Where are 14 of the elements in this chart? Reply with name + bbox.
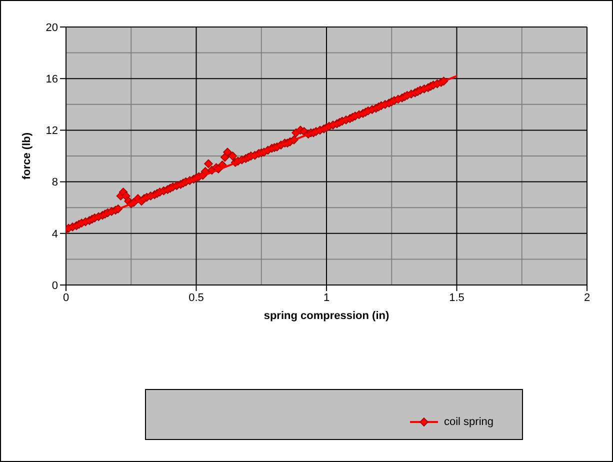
y-tick-label: 16	[46, 74, 58, 86]
y-tick-label: 20	[46, 22, 58, 34]
x-tick-label: 1.5	[449, 292, 464, 304]
x-tick-label: 2	[584, 292, 590, 304]
x-tick-label: 1	[323, 292, 330, 304]
y-axis-title: force (lb)	[20, 132, 33, 180]
y-tick-label: 12	[46, 125, 58, 138]
legend-label: coil spring	[444, 416, 494, 428]
y-tick-label: 0	[52, 280, 58, 292]
x-axis-title: spring compression (in)	[264, 310, 390, 322]
y-tick-label: 4	[52, 228, 58, 240]
x-tick-label: 0	[62, 292, 70, 304]
x-tick-label: 0.5	[188, 292, 204, 304]
y-tick-label: 8	[52, 176, 58, 189]
